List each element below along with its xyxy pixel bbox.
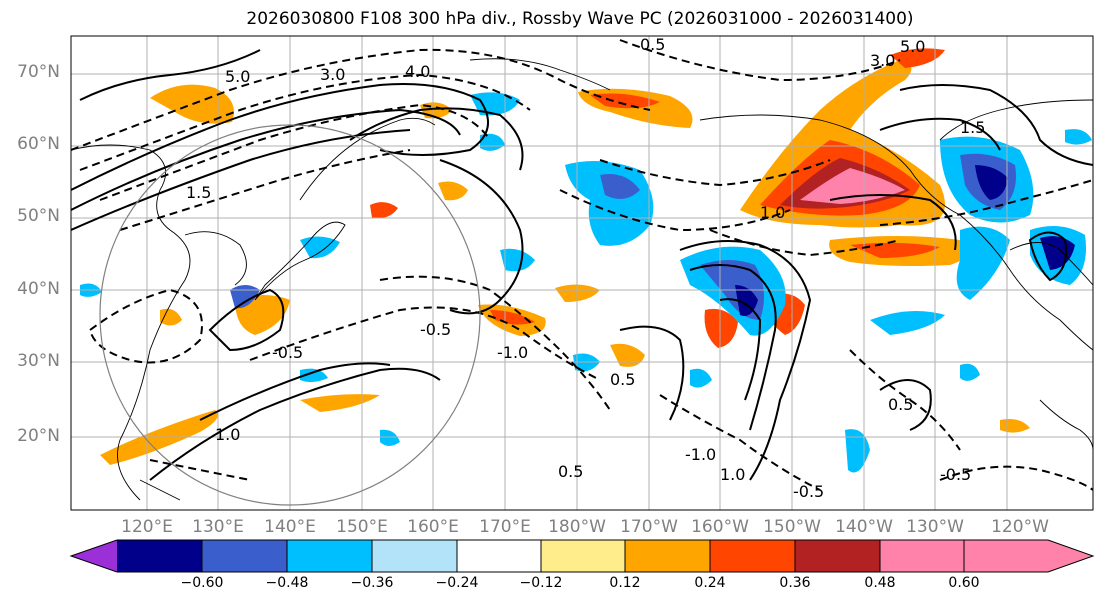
- contour-label: 1.0: [760, 203, 785, 222]
- colorbar-extend-high: [964, 540, 1093, 572]
- contour-label: 1.5: [186, 183, 211, 202]
- colorbar-segment: [202, 540, 287, 572]
- contour-label: -0.5: [420, 320, 451, 339]
- map-title: 2026030800 F108 300 hPa div., Rossby Wav…: [246, 9, 914, 29]
- contour-label: 1.0: [215, 425, 240, 444]
- contour-label: 1.0: [720, 465, 745, 484]
- graticule: [71, 36, 1093, 510]
- contour-label: 0.5: [888, 395, 913, 414]
- contour-label: 5.0: [225, 67, 250, 86]
- contour-label: 1.5: [960, 118, 985, 137]
- lon-label: 120°E: [121, 517, 173, 537]
- colorbar-tick-label: −0.24: [435, 575, 479, 591]
- lat-label: 30°N: [17, 351, 60, 371]
- colorbar-tick-label: 0.60: [948, 575, 980, 591]
- colorbar-extend-low: [71, 540, 117, 572]
- lat-label: 20°N: [17, 426, 60, 446]
- negative-contours: [71, 39, 1093, 491]
- lon-label: 180°W: [548, 517, 606, 537]
- lon-label: 140°E: [264, 517, 316, 537]
- colorbar-tick-label: 0.48: [864, 575, 896, 591]
- colorbar-segment: [372, 540, 457, 572]
- lat-label: 40°N: [17, 279, 60, 299]
- lon-label: 170°W: [620, 517, 678, 537]
- contour-label: 0.5: [640, 35, 665, 54]
- divergence-shading: [80, 48, 1092, 473]
- contour-label: 3.0: [870, 51, 895, 70]
- colorbar-segment: [880, 540, 964, 572]
- contour-label: -1.0: [685, 445, 716, 464]
- colorbar-tick-label: −0.12: [519, 575, 563, 591]
- colorbar-tick-label: 0.24: [694, 575, 726, 591]
- reference-circle: [99, 124, 481, 506]
- colorbar-segment: [710, 540, 795, 572]
- lon-label: 160°W: [691, 517, 749, 537]
- colorbar-tick-label: −0.60: [180, 575, 224, 591]
- plot-frame: [70, 35, 1094, 511]
- lon-label: 170°E: [479, 517, 531, 537]
- coastlines: [71, 58, 1093, 501]
- colorbar-tick-label: −0.48: [265, 575, 309, 591]
- colorbar-segment: [625, 540, 710, 572]
- lon-label: 130°E: [192, 517, 244, 537]
- colorbar-tick-label: −0.36: [350, 575, 394, 591]
- lat-label: 70°N: [17, 62, 60, 82]
- lat-label: 50°N: [17, 206, 60, 226]
- colorbar-segment: [117, 540, 202, 572]
- colorbar-tick-label: 0.12: [609, 575, 641, 591]
- contour-label: 0.5: [610, 370, 635, 389]
- contour-label: -1.0: [497, 343, 528, 362]
- colorbar: [69, 539, 1095, 573]
- contour-label: -0.5: [272, 343, 303, 362]
- lon-label: 150°E: [336, 517, 388, 537]
- colorbar-segment: [287, 540, 372, 572]
- contour-labels: 4.0 5.0 3.0 1.5 0.5 -0.5 -1.0 1.0 -0.5 0…: [186, 35, 985, 501]
- colorbar-segment: [541, 540, 625, 572]
- lon-label: 120°W: [991, 517, 1049, 537]
- contour-label: -0.5: [940, 465, 971, 484]
- lon-label: 160°E: [407, 517, 459, 537]
- colorbar-tick-label: 0.36: [779, 575, 811, 591]
- contour-label: 0.5: [558, 462, 583, 481]
- lon-label: 130°W: [906, 517, 964, 537]
- lon-label: 150°W: [763, 517, 821, 537]
- colorbar-segment: [457, 540, 541, 572]
- lat-label: 60°N: [17, 134, 60, 154]
- contour-label: 4.0: [405, 62, 430, 81]
- contour-label: 3.0: [320, 65, 345, 84]
- positive-contours: [71, 49, 1093, 481]
- lon-label: 140°W: [835, 517, 893, 537]
- contour-label: -0.5: [793, 482, 824, 501]
- contour-label: 5.0: [900, 37, 925, 56]
- colorbar-segment: [795, 540, 880, 572]
